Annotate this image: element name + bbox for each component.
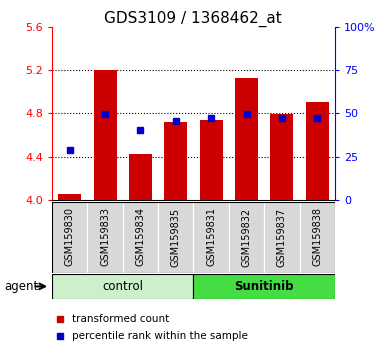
Text: GSM159837: GSM159837 bbox=[277, 207, 287, 267]
Text: agent: agent bbox=[4, 280, 38, 293]
Bar bbox=[193, 274, 335, 299]
Text: GSM159831: GSM159831 bbox=[206, 207, 216, 267]
Bar bbox=[129, 154, 152, 200]
Text: percentile rank within the sample: percentile rank within the sample bbox=[72, 331, 248, 341]
Text: GSM159830: GSM159830 bbox=[65, 207, 75, 267]
Text: GDS3109 / 1368462_at: GDS3109 / 1368462_at bbox=[104, 11, 281, 27]
Text: GSM159833: GSM159833 bbox=[100, 207, 110, 267]
Bar bbox=[87, 202, 123, 273]
Bar bbox=[235, 78, 258, 200]
Text: GSM159835: GSM159835 bbox=[171, 207, 181, 267]
Bar bbox=[300, 202, 335, 273]
Text: GSM159838: GSM159838 bbox=[312, 207, 322, 267]
Bar bbox=[193, 202, 229, 273]
Bar bbox=[123, 202, 158, 273]
Bar bbox=[264, 202, 300, 273]
Bar bbox=[158, 202, 193, 273]
Bar bbox=[200, 120, 223, 200]
Bar bbox=[306, 102, 329, 200]
Bar bbox=[94, 70, 117, 200]
Bar bbox=[270, 114, 293, 200]
Text: GSM159832: GSM159832 bbox=[241, 207, 251, 267]
Text: transformed count: transformed count bbox=[72, 314, 169, 324]
Bar bbox=[58, 194, 81, 200]
Bar bbox=[52, 202, 87, 273]
Bar bbox=[164, 122, 187, 200]
Text: GSM159834: GSM159834 bbox=[136, 207, 146, 267]
Text: control: control bbox=[102, 280, 143, 293]
Text: Sunitinib: Sunitinib bbox=[234, 280, 294, 293]
Bar bbox=[229, 202, 264, 273]
Bar bbox=[52, 274, 193, 299]
